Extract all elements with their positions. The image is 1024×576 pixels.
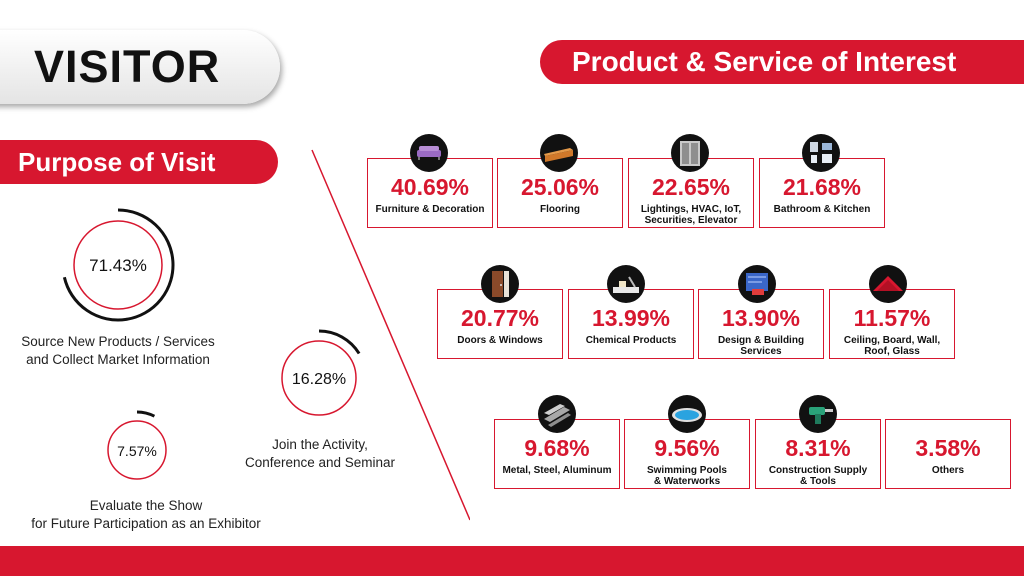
product-value: 13.99% xyxy=(591,305,670,331)
blueprint-icon xyxy=(738,265,776,303)
purpose-heading: Purpose of Visit xyxy=(18,147,216,177)
purpose-value-2: 16.28% xyxy=(292,371,346,388)
purpose-circle-3 xyxy=(107,420,167,480)
bathroom-icon xyxy=(802,134,840,172)
drill-icon xyxy=(799,395,837,433)
purpose-banner: Purpose of Visit xyxy=(0,140,278,184)
product-card: 3.58% Others xyxy=(885,419,1011,489)
roof-icon xyxy=(869,265,907,303)
page-title: VISITOR xyxy=(34,41,221,92)
divider-line xyxy=(311,149,470,521)
product-label: Metal, Steel, Aluminum xyxy=(502,465,612,476)
purpose-caption-1: Source New Products / Services and Colle… xyxy=(21,334,215,367)
product-value: 20.77% xyxy=(460,305,539,331)
product-label: Construction Supply & Tools xyxy=(768,465,868,487)
title-banner xyxy=(0,30,280,104)
flooring-icon xyxy=(540,134,578,172)
product-label: Swimming Pools & Waterworks xyxy=(646,465,727,487)
product-label: Doors & Windows xyxy=(457,335,543,346)
product-banner: Product & Service of Interest xyxy=(540,40,1024,84)
product-heading: Product & Service of Interest xyxy=(572,46,957,77)
purpose-arc-3 xyxy=(136,410,156,418)
purpose-caption-2: Join the Activity, Conference and Semina… xyxy=(244,437,396,470)
product-value: 22.65% xyxy=(651,174,730,200)
elevator-icon xyxy=(671,134,709,172)
purpose-value-3: 7.57% xyxy=(117,443,157,459)
purpose-arc-2 xyxy=(318,329,361,355)
chemical-icon xyxy=(607,265,645,303)
product-value: 9.56% xyxy=(654,435,720,461)
product-label: Bathroom & Kitchen xyxy=(773,204,871,215)
product-value: 40.69% xyxy=(390,174,469,200)
product-value: 13.90% xyxy=(721,305,800,331)
product-label: Flooring xyxy=(540,204,580,215)
purpose-value-1: 71.43% xyxy=(89,256,147,275)
pool-icon xyxy=(668,395,706,433)
product-value: 21.68% xyxy=(782,174,861,200)
product-label: Ceiling, Board, Wall, Roof, Glass xyxy=(843,335,941,357)
product-label: Chemical Products xyxy=(585,335,677,346)
product-label: Design & Building Services xyxy=(717,335,805,357)
product-value: 8.31% xyxy=(785,435,851,461)
product-card: 13.90% Design & Building Services xyxy=(698,289,824,359)
footer-bar xyxy=(0,546,1024,576)
product-value: 9.68% xyxy=(524,435,590,461)
product-value: 3.58% xyxy=(915,435,981,461)
purpose-chart: 71.43% 16.28% 7.57% xyxy=(62,149,470,521)
product-label: Lightings, HVAC, IoT, Securities, Elevato… xyxy=(640,204,742,226)
sofa-icon xyxy=(410,134,448,172)
product-label: Others xyxy=(931,465,965,476)
purpose-caption-3: Evaluate the Show for Future Participati… xyxy=(31,498,261,531)
purpose-circle-2 xyxy=(281,340,357,416)
product-value: 25.06% xyxy=(520,174,599,200)
product-label: Furniture & Decoration xyxy=(375,204,485,215)
purpose-circle-1 xyxy=(73,220,163,310)
steel-beam-icon xyxy=(538,395,576,433)
product-value: 11.57% xyxy=(853,305,931,331)
door-icon xyxy=(481,265,519,303)
purpose-arc-1 xyxy=(62,208,175,322)
